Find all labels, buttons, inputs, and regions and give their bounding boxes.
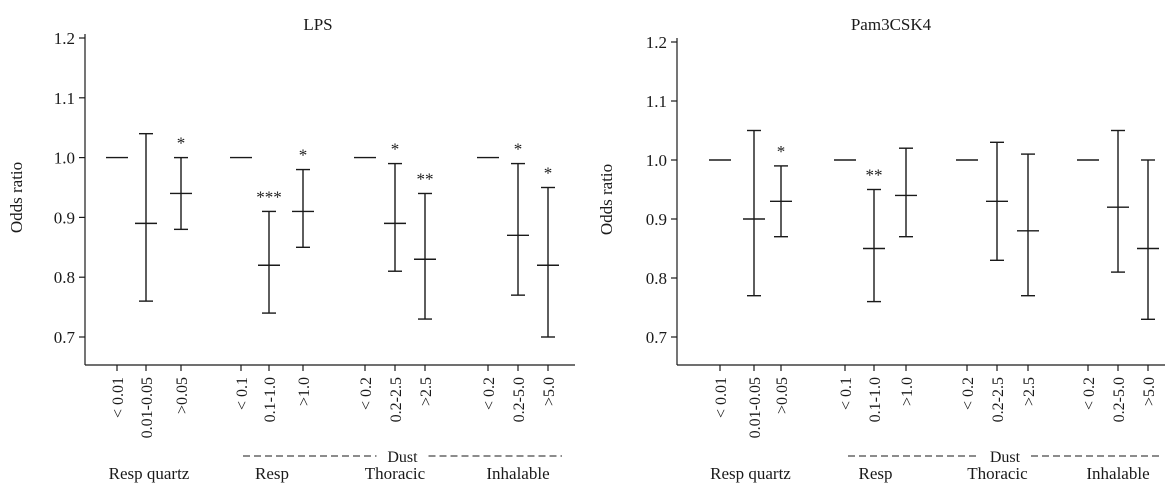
chart-panel-1: LPS 0.7 0.8 0.9 1.0 1.1 1.2 Odds ratio < 0.01 0.0… xyxy=(7,15,575,483)
significance-label: * xyxy=(777,142,786,161)
group-label: Resp xyxy=(255,464,289,483)
x-tick-label: >5.0 xyxy=(541,377,558,406)
group-label: Resp xyxy=(859,464,893,483)
x-tick-label: >0.05 xyxy=(774,377,791,414)
data-point xyxy=(135,132,157,302)
group-label: Thoracic xyxy=(365,464,426,483)
data-point xyxy=(743,129,765,297)
y-tick-label: 1.2 xyxy=(646,33,667,52)
chart-title: Pam3CSK4 xyxy=(851,15,932,34)
x-tick-label: < 0.2 xyxy=(1081,377,1098,410)
x-tick-label: >2.5 xyxy=(1021,377,1038,406)
y-tick-label: 0.7 xyxy=(646,328,668,347)
x-tick-label: 0.2-2.5 xyxy=(990,377,1007,422)
x-tick-label: < 0.01 xyxy=(110,377,127,418)
x-tick-label: < 0.1 xyxy=(234,377,251,410)
y-axis-label: Odds ratio xyxy=(7,162,26,233)
y-tick-label: 0.8 xyxy=(54,268,75,287)
x-tick-label: 0.2-5.0 xyxy=(511,377,528,422)
dust-label: Dust xyxy=(990,449,1021,466)
y-tick-label: 0.9 xyxy=(54,208,75,227)
y-tick-label: 1.2 xyxy=(54,29,75,48)
x-tick-label: < 0.01 xyxy=(713,377,730,418)
y-tick-label: 0.8 xyxy=(646,269,667,288)
group-label: Inhalable xyxy=(486,464,549,483)
y-tick-label: 0.7 xyxy=(54,328,76,347)
significance-label: * xyxy=(514,140,523,159)
x-tick-label: < 0.2 xyxy=(960,377,977,410)
y-axis-label: Odds ratio xyxy=(597,164,616,235)
x-tick-label: >5.0 xyxy=(1141,377,1158,406)
y-tick-label: 0.9 xyxy=(646,210,667,229)
x-tick-label: < 0.1 xyxy=(838,377,855,410)
x-tick-label: 0.01-0.05 xyxy=(139,377,156,438)
x-tick-label: < 0.2 xyxy=(481,377,498,410)
data-point xyxy=(1137,159,1159,320)
x-tick-label: >2.5 xyxy=(418,377,435,406)
data-point: ** xyxy=(863,166,885,303)
y-tick-label: 1.1 xyxy=(646,92,667,111)
data-point xyxy=(1017,153,1039,297)
y-tick-label: 1.0 xyxy=(54,149,75,168)
data-point: * xyxy=(770,142,792,238)
group-label: Inhalable xyxy=(1086,464,1149,483)
data-point: * xyxy=(537,164,559,338)
y-tick-label: 1.0 xyxy=(646,151,667,170)
x-tick-label: 0.1-1.0 xyxy=(867,377,884,422)
significance-label: * xyxy=(177,134,186,153)
data-point: * xyxy=(507,140,529,296)
y-tick-label: 1.1 xyxy=(54,89,75,108)
dust-label: Dust xyxy=(387,449,418,466)
significance-label: ** xyxy=(866,166,883,185)
significance-label: *** xyxy=(256,187,282,206)
data-point: * xyxy=(170,134,192,231)
x-tick-label: 0.2-5.0 xyxy=(1111,377,1128,422)
group-label: Thoracic xyxy=(967,464,1028,483)
x-tick-label: >0.05 xyxy=(174,377,191,414)
x-tick-label: < 0.2 xyxy=(358,377,375,410)
data-point: ** xyxy=(414,169,436,320)
chart-title: LPS xyxy=(303,15,332,34)
data-point: *** xyxy=(256,187,282,314)
group-label: Resp quartz xyxy=(109,464,190,483)
significance-label: * xyxy=(391,140,400,159)
significance-label: * xyxy=(544,164,553,183)
data-point: * xyxy=(292,146,314,249)
data-point: * xyxy=(384,140,406,272)
significance-label: ** xyxy=(417,169,434,188)
significance-label: * xyxy=(299,146,308,165)
group-label: Resp quartz xyxy=(710,464,791,483)
x-tick-label: >1.0 xyxy=(899,377,916,406)
x-tick-label: 0.1-1.0 xyxy=(262,377,279,422)
data-point xyxy=(1107,129,1129,273)
chart-panel-2: Pam3CSK4 0.7 0.8 0.9 1.0 1.1 1.2 Odds ratio < 0.… xyxy=(597,15,1165,483)
x-tick-label: >1.0 xyxy=(296,377,313,406)
data-point xyxy=(895,147,917,238)
data-point xyxy=(986,141,1008,261)
x-tick-label: 0.2-2.5 xyxy=(388,377,405,422)
x-tick-label: 0.01-0.05 xyxy=(747,377,764,438)
